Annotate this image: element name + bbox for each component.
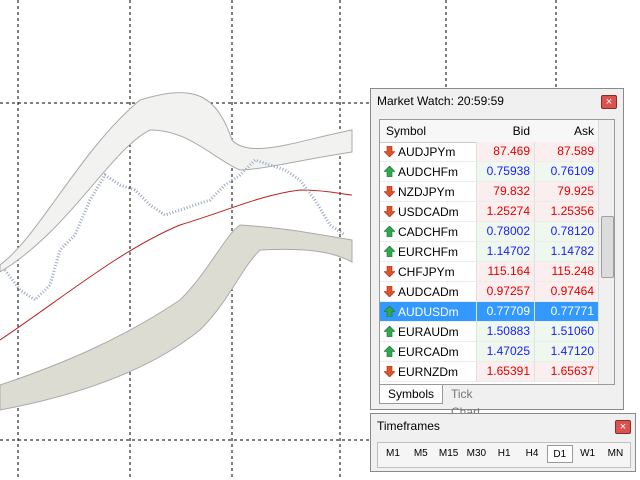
quote-row[interactable]: AUDUSDm 0.77709 0.77771 (380, 302, 598, 322)
symbol: EURCHFm (398, 245, 458, 259)
ask-price: 1.65637 (534, 362, 598, 381)
quote-table: Symbol Bid Ask AUDJPYm 87.469 87.589 AUDCHF… (379, 119, 615, 385)
quote-row[interactable]: EURCADm 1.47025 1.47120 (380, 342, 598, 362)
timeframe-button[interactable]: D1 (546, 445, 573, 463)
ask-price: 87.589 (534, 142, 598, 161)
symbol: EURAUDm (398, 325, 459, 339)
arrow-down (384, 366, 395, 377)
ask-price: 0.78120 (534, 222, 598, 241)
arrow-up (384, 326, 395, 337)
ask-price: 1.47120 (534, 342, 598, 361)
close-button[interactable]: × (615, 420, 631, 434)
symbol: EURCADm (398, 345, 459, 359)
ask-price: 0.76109 (534, 162, 598, 181)
quote-row[interactable]: CADCHFm 0.78002 0.78120 (380, 222, 598, 242)
bid-price: 1.25274 (476, 202, 534, 221)
symbol: CHFJPYm (398, 265, 455, 279)
quote-row[interactable]: USDCADm 1.25274 1.25356 (380, 202, 598, 222)
symbol: AUDCADm (398, 285, 459, 299)
bid-price: 0.97257 (476, 282, 534, 301)
arrow-up (384, 346, 395, 357)
quote-row[interactable]: NZDJPYm 79.832 79.925 (380, 182, 598, 202)
bid-price: 0.78002 (476, 222, 534, 241)
bid-price: 115.164 (476, 262, 534, 281)
table-header: Symbol Bid Ask (380, 120, 598, 143)
symbol: CADCHFm (398, 225, 458, 239)
symbol: USDCADm (398, 205, 459, 219)
timeframe-button[interactable]: M30 (466, 448, 487, 459)
ask-price: 1.14782 (534, 242, 598, 261)
bid-price: 79.832 (476, 182, 534, 201)
symbol: AUDJPYm (398, 145, 456, 159)
bid-price: 1.14702 (476, 242, 534, 261)
tab[interactable]: Tick Chart (451, 387, 481, 419)
symbol: AUDCHFm (398, 165, 458, 179)
bid-price: 0.77709 (476, 302, 534, 321)
timeframe-button[interactable]: M15 (438, 448, 459, 459)
tab[interactable]: Symbols (379, 385, 444, 404)
band-lower (0, 224, 353, 411)
bid-price: 1.50883 (476, 322, 534, 341)
bid-price: 0.75938 (476, 162, 534, 181)
timeframe-button[interactable]: W1 (580, 448, 596, 459)
quote-row[interactable]: AUDCADm 0.97257 0.97464 (380, 282, 598, 302)
moving-average (0, 189, 353, 341)
panel-title: Market Watch: 20:59:59 (377, 94, 504, 108)
timeframe-button[interactable]: H1 (497, 448, 511, 459)
quote-row[interactable]: AUDCHFm 0.75938 0.76109 (380, 162, 598, 182)
column-header[interactable]: Ask (573, 124, 594, 138)
quote-row[interactable]: AUDJPYm 87.469 87.589 (380, 142, 598, 162)
close-button[interactable]: × (601, 95, 617, 109)
arrow-down (384, 146, 395, 157)
ask-price: 1.51060 (534, 322, 598, 341)
bid-price: 1.65391 (476, 362, 534, 381)
timeframe-button[interactable]: M5 (413, 448, 428, 459)
ask-price: 0.97464 (534, 282, 598, 301)
scroll-thumb[interactable] (601, 216, 614, 278)
timeframe-button[interactable]: M1 (386, 448, 400, 459)
column-header[interactable]: Bid (512, 124, 530, 138)
quote-row[interactable]: EURCHFm 1.14702 1.14782 (380, 242, 598, 262)
market-watch: Market Watch: 20:59:59 × Symbol Bid Ask … (370, 88, 624, 419)
arrow-down (384, 266, 395, 277)
symbol: NZDJPYm (398, 185, 455, 199)
band-upper (0, 92, 353, 273)
arrow-down (384, 186, 395, 197)
arrow-down (384, 206, 395, 217)
quote-row[interactable]: EURNZDm 1.65391 1.65637 (380, 362, 598, 382)
column-header[interactable]: Symbol (386, 124, 427, 138)
quote-row[interactable]: EURAUDm 1.50883 1.51060 (380, 322, 598, 342)
timeframe-button[interactable]: MN (607, 448, 624, 459)
ask-price: 115.248 (534, 262, 598, 281)
arrow-up (384, 246, 395, 257)
ask-price: 79.925 (534, 182, 598, 201)
ask-price: 0.77771 (534, 302, 598, 321)
bid-price: 1.47025 (476, 342, 534, 361)
arrow-down (384, 286, 395, 297)
arrow-up (384, 306, 395, 317)
bid-price: 87.469 (476, 142, 534, 161)
timeframe-bar: M1 M5 M15 M30 H1 H4 D1 W1 MN (377, 442, 631, 468)
candles (3, 158, 346, 302)
ask-price: 1.25356 (534, 202, 598, 221)
panel-title: Timeframes (377, 419, 440, 433)
scrollbar[interactable] (598, 120, 614, 384)
arrow-up (384, 226, 395, 237)
timeframes: Timeframes × M1 M5 M15 M30 H1 H4 D1 W1 MN (370, 413, 636, 472)
arrow-up (384, 166, 395, 177)
quote-row[interactable]: CHFJPYm 115.164 115.248 (380, 262, 598, 282)
symbol: EURNZDm (398, 365, 458, 379)
symbol: AUDUSDm (398, 305, 459, 319)
timeframe-button[interactable]: H4 (525, 448, 539, 459)
